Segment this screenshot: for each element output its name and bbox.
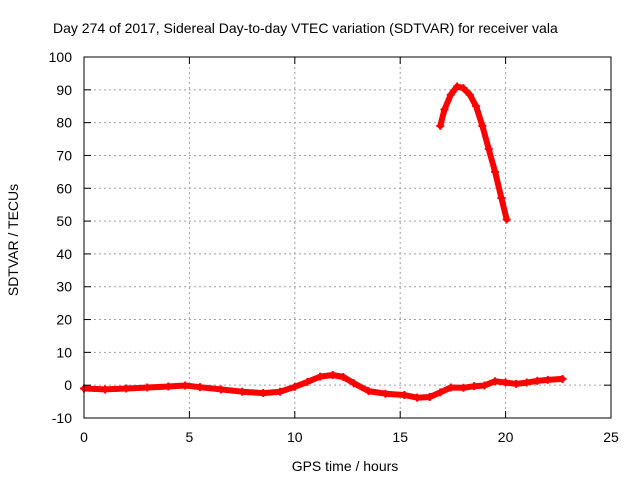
y-axis-label: SDTVAR / TECUs (5, 184, 21, 296)
x-tick-label: 5 (186, 429, 194, 445)
data-point (502, 215, 511, 224)
data-point (259, 389, 268, 398)
plot-frame (83, 56, 612, 419)
y-tick-label: 0 (64, 377, 72, 393)
data-point (217, 385, 226, 394)
data-point (290, 382, 299, 391)
data-point (425, 392, 434, 401)
series-1 (80, 371, 567, 402)
y-tick-label: 40 (56, 246, 72, 262)
x-axis-label: GPS time / hours (292, 458, 399, 474)
series-line (437, 83, 510, 223)
data-point (446, 383, 455, 392)
data-point (413, 393, 422, 402)
data-point (491, 167, 500, 176)
data-point (522, 378, 531, 387)
data-point (364, 387, 373, 396)
series-2 (436, 82, 511, 224)
series-layer (80, 82, 567, 402)
data-point (339, 372, 348, 381)
data-point (122, 384, 131, 393)
y-tick-label: 50 (56, 213, 72, 229)
data-point (469, 382, 478, 391)
y-tick-label: 90 (56, 82, 72, 98)
data-point (512, 379, 521, 388)
data-point (543, 375, 552, 384)
data-point (276, 387, 285, 396)
y-tick-label: 80 (56, 115, 72, 131)
data-point (181, 381, 190, 390)
data-point (101, 385, 110, 394)
data-point (436, 388, 445, 397)
y-tick-label: 70 (56, 147, 72, 163)
data-point (459, 383, 468, 392)
data-point (400, 391, 409, 400)
data-point (533, 376, 542, 385)
data-point (238, 387, 247, 396)
data-point (164, 382, 173, 391)
data-point (446, 90, 455, 99)
data-point (143, 383, 152, 392)
data-point (328, 371, 337, 380)
data-point (484, 144, 493, 153)
y-tick-label: -10 (52, 410, 72, 426)
data-point (303, 377, 312, 386)
y-tick-label: 30 (56, 279, 72, 295)
chart-title: Day 274 of 2017, Sidereal Day-to-day VTE… (53, 20, 558, 36)
x-tick-label: 25 (603, 429, 619, 445)
data-point (491, 377, 500, 386)
y-tick-label: 60 (56, 180, 72, 196)
y-tick-label: 20 (56, 312, 72, 328)
data-point (195, 383, 204, 392)
data-point (453, 82, 462, 91)
ticks: 0 5 10 15 20 25 -10 0 10 20 30 40 50 60 70 80 90 100 (49, 49, 619, 445)
data-point (478, 121, 487, 130)
grid (84, 57, 611, 418)
x-tick-label: 0 (80, 429, 88, 445)
data-point (465, 90, 474, 99)
data-point (440, 105, 449, 114)
data-point (497, 194, 506, 203)
x-tick-label: 20 (498, 429, 514, 445)
y-tick-label: 100 (49, 49, 73, 65)
data-point (436, 121, 445, 130)
data-point (316, 372, 325, 381)
series-line (81, 372, 566, 401)
data-point (472, 102, 481, 111)
data-point (459, 84, 468, 93)
data-point (558, 374, 567, 383)
data-point (501, 378, 510, 387)
x-tick-label: 10 (287, 429, 303, 445)
data-point (381, 389, 390, 398)
data-point (349, 379, 358, 388)
x-tick-label: 15 (392, 429, 408, 445)
data-point (480, 381, 489, 390)
y-tick-label: 10 (56, 344, 72, 360)
